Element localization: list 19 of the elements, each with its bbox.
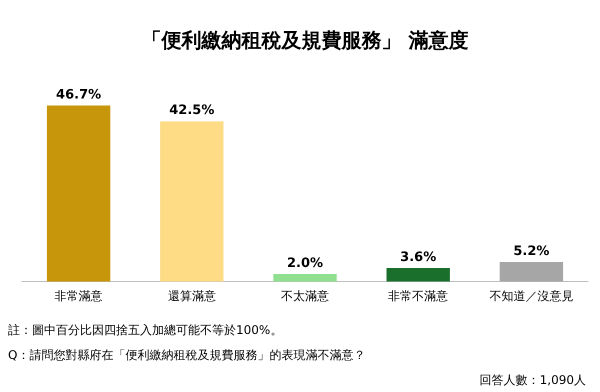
x-tick-label: 不知道／沒意見 xyxy=(489,288,574,303)
bar xyxy=(46,106,110,282)
bar xyxy=(160,121,224,282)
x-tick-label: 非常不滿意 xyxy=(388,288,448,303)
chart-title: 「便利繳納租稅及規費服務」 滿意度 xyxy=(142,28,468,52)
data-label: 5.2% xyxy=(513,244,550,259)
text: 註：圖中百分比因四捨五入加總可能不等於100%。 xyxy=(8,322,282,339)
bar xyxy=(273,274,337,282)
x-tick-label: 不太滿意 xyxy=(281,288,329,303)
data-label: 42.5% xyxy=(169,103,214,118)
data-label: 3.6% xyxy=(400,250,436,265)
text: Q：請問您對縣府在「便利繳納租稅及規費服務」的表現滿不滿意？ xyxy=(8,347,366,364)
x-tick-label: 非常滿意 xyxy=(54,288,103,303)
data-label: 2.0% xyxy=(286,256,324,271)
x-tick-label: 還算滿意 xyxy=(168,288,216,303)
data-label: 46.7% xyxy=(56,87,102,102)
text: 回答人數：1,090人 xyxy=(480,372,586,389)
bar xyxy=(500,262,564,282)
bar xyxy=(386,268,450,282)
